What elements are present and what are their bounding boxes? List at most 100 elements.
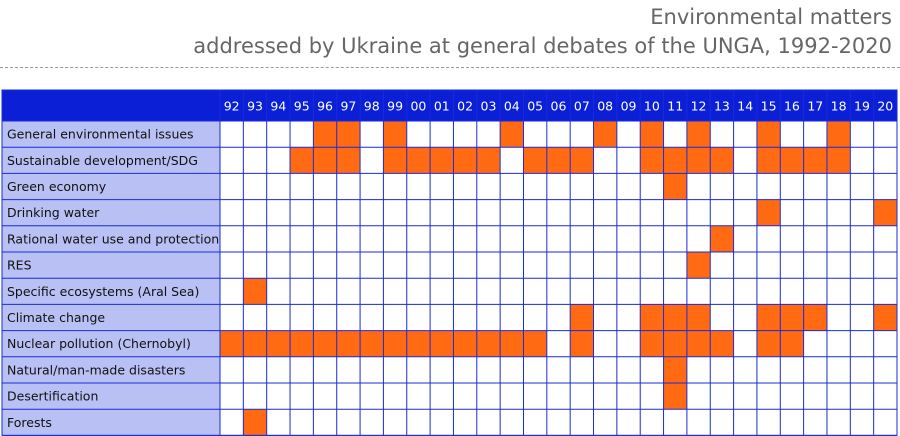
year-header: 13 — [714, 99, 730, 114]
cell-marked-2-97 — [336, 147, 361, 174]
year-header: 04 — [504, 99, 520, 114]
year-header: 17 — [807, 99, 823, 114]
cell-marked-9-10 — [640, 330, 664, 357]
cell-marked-2-02 — [453, 147, 477, 174]
year-header: 16 — [784, 99, 800, 114]
row-label: Nuclear pollution (Chernobyl) — [7, 336, 191, 351]
cell-marked-4-20 — [873, 199, 897, 226]
cell-marked-9-07 — [570, 330, 594, 357]
year-header: 97 — [340, 99, 356, 114]
cell-marked-8-07 — [570, 304, 594, 331]
cell-marked-9-97 — [336, 330, 361, 357]
cell-marked-8-20 — [873, 304, 897, 331]
row-label: Specific ecosystems (Aral Sea) — [7, 284, 199, 299]
row-label: Sustainable development/SDG — [7, 153, 198, 168]
cell-marked-1-10 — [640, 121, 664, 148]
year-header: 07 — [574, 99, 590, 114]
row-label: Natural/man-made disasters — [7, 362, 185, 377]
cell-marked-9-15 — [756, 330, 781, 357]
cell-marked-8-10 — [640, 304, 664, 331]
chart-title: Environmental matters — [650, 5, 892, 29]
row-label: Climate change — [7, 310, 105, 325]
cell-marked-1-08 — [593, 121, 617, 148]
year-header: 18 — [831, 99, 847, 114]
table-border — [1, 89, 898, 436]
year-header: 00 — [410, 99, 426, 114]
cell-marked-2-96 — [313, 147, 337, 174]
cell-marked-9-95 — [290, 330, 314, 357]
cell-marked-2-03 — [476, 147, 501, 174]
chart-subtitle: addressed by Ukraine at general debates … — [193, 34, 892, 58]
cell-marked-1-97 — [336, 121, 361, 148]
cell-marked-1-04 — [500, 121, 524, 148]
cell-marked-2-13 — [710, 147, 734, 174]
row-label: General environmental issues — [7, 127, 194, 142]
year-header: 15 — [761, 99, 777, 114]
header-band — [2, 90, 897, 121]
cell-marked-2-11 — [663, 147, 687, 174]
cell-marked-2-99 — [383, 147, 407, 174]
year-header: 14 — [737, 99, 753, 114]
cell-marked-9-01 — [430, 330, 454, 357]
cell-marked-9-11 — [663, 330, 687, 357]
cell-marked-1-12 — [686, 121, 711, 148]
row-label: Rational water use and protection — [7, 231, 219, 246]
cell-marked-9-03 — [476, 330, 501, 357]
year-header: 02 — [457, 99, 473, 114]
cell-marked-9-94 — [266, 330, 291, 357]
row-label: RES — [7, 258, 32, 273]
cell-marked-2-06 — [546, 147, 571, 174]
cell-marked-2-17 — [803, 147, 827, 174]
cell-marked-2-95 — [290, 147, 314, 174]
cell-marked-8-12 — [686, 304, 711, 331]
cell-marked-9-05 — [523, 330, 547, 357]
cell-marked-3-11 — [663, 173, 687, 200]
cell-marked-9-13 — [710, 330, 734, 357]
cell-marked-2-05 — [523, 147, 547, 174]
cell-marked-5-13 — [710, 225, 734, 252]
cell-marked-2-16 — [780, 147, 804, 174]
year-header: 92 — [224, 99, 240, 114]
cell-marked-11-11 — [663, 383, 687, 410]
cell-marked-8-15 — [756, 304, 781, 331]
row-label: Forests — [7, 415, 52, 430]
year-header: 06 — [551, 99, 567, 114]
cell-marked-9-93 — [243, 330, 267, 357]
row-label: Desertification — [7, 389, 98, 404]
year-header: 98 — [364, 99, 380, 114]
cell-marked-1-96 — [313, 121, 337, 148]
year-header: 94 — [270, 99, 286, 114]
cell-marked-1-18 — [826, 121, 851, 148]
cell-marked-2-07 — [570, 147, 594, 174]
cell-marked-6-12 — [686, 252, 711, 279]
cell-marked-9-04 — [500, 330, 524, 357]
cell-marked-9-00 — [406, 330, 431, 357]
cell-marked-9-99 — [383, 330, 407, 357]
year-header: 99 — [387, 99, 403, 114]
row-label: Drinking water — [7, 205, 100, 220]
year-header: 96 — [317, 99, 333, 114]
cell-marked-2-18 — [826, 147, 851, 174]
year-header: 12 — [691, 99, 707, 114]
year-header: 11 — [667, 99, 683, 114]
cell-marked-9-96 — [313, 330, 337, 357]
cell-marked-2-12 — [686, 147, 711, 174]
cell-marked-9-02 — [453, 330, 477, 357]
year-header: 95 — [294, 99, 310, 114]
year-header: 19 — [854, 99, 870, 114]
year-header: 01 — [434, 99, 450, 114]
cell-marked-8-11 — [663, 304, 687, 331]
cell-marked-2-00 — [406, 147, 431, 174]
cell-marked-8-17 — [803, 304, 827, 331]
year-header: 10 — [644, 99, 660, 114]
cell-marked-2-01 — [430, 147, 454, 174]
row-label: Green economy — [7, 179, 107, 194]
cell-marked-2-10 — [640, 147, 664, 174]
year-header: 20 — [877, 99, 893, 114]
cell-marked-9-98 — [360, 330, 384, 357]
cell-marked-8-16 — [780, 304, 804, 331]
cell-marked-2-15 — [756, 147, 781, 174]
cell-marked-10-11 — [663, 356, 687, 383]
cell-marked-9-12 — [686, 330, 711, 357]
